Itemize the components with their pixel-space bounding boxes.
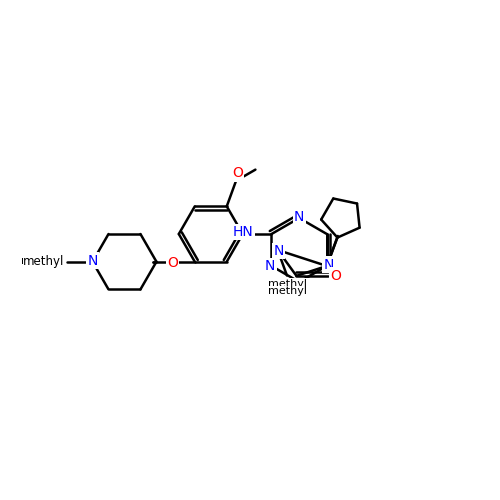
Text: N: N — [274, 244, 284, 258]
Text: methyl: methyl — [268, 280, 308, 289]
Text: O: O — [330, 269, 341, 283]
Text: HN: HN — [233, 225, 254, 239]
Text: N: N — [323, 258, 334, 272]
Text: N: N — [88, 254, 98, 268]
Text: methyl: methyl — [20, 256, 59, 266]
Text: O: O — [232, 166, 243, 180]
Text: methyl: methyl — [23, 255, 64, 268]
Text: methyl: methyl — [268, 286, 308, 296]
Text: N: N — [294, 210, 304, 224]
Text: N: N — [265, 259, 275, 273]
Text: O: O — [167, 256, 178, 270]
